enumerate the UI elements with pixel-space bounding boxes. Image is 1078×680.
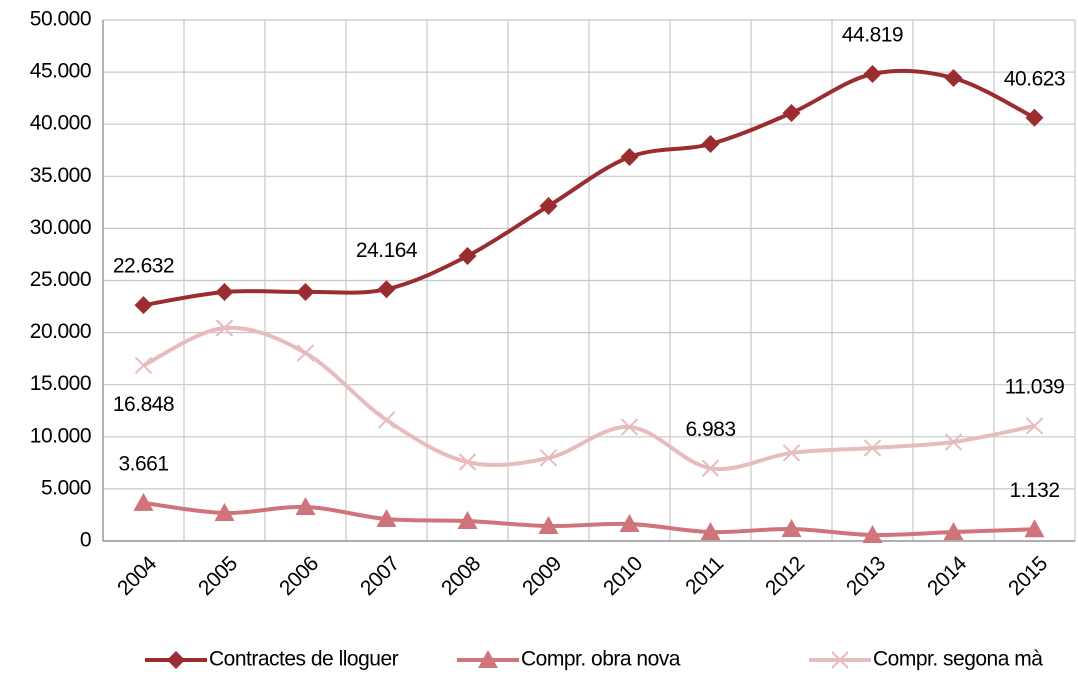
data-point <box>619 514 640 533</box>
data-point <box>862 524 883 543</box>
data-point <box>458 453 477 471</box>
data-label: 1.132 <box>1009 479 1059 502</box>
data-point <box>539 196 558 215</box>
data-point <box>134 356 153 375</box>
data-point <box>538 515 559 534</box>
x-tick-label: 2008 <box>437 552 485 600</box>
y-tick-label: 40.000 <box>30 112 91 135</box>
data-point <box>620 148 639 167</box>
legend-label: Compr. obra nova <box>521 648 681 671</box>
data-point <box>295 497 316 516</box>
data-point <box>620 418 639 436</box>
data-label: 16.848 <box>113 393 174 416</box>
legend-marker <box>167 651 185 669</box>
data-point <box>377 280 396 299</box>
data-point <box>377 411 396 429</box>
y-tick-label: 50.000 <box>30 8 91 31</box>
data-point <box>944 69 963 88</box>
x-tick-label: 2006 <box>275 552 323 600</box>
data-label: 6.983 <box>685 418 735 441</box>
data-label: 40.623 <box>1004 67 1065 90</box>
y-tick-label: 25.000 <box>30 268 91 291</box>
legend-marker <box>831 651 849 669</box>
legend-label: Compr. segona mà <box>873 648 1043 671</box>
data-point <box>215 319 234 337</box>
data-point <box>1024 519 1045 538</box>
y-tick-label: 15.000 <box>30 372 91 395</box>
data-point <box>458 247 477 266</box>
data-point <box>943 522 964 541</box>
y-tick-label: 45.000 <box>30 60 91 83</box>
data-point <box>1025 417 1044 435</box>
legend-label: Contractes de lloguer <box>209 648 399 671</box>
x-tick-label: 2013 <box>842 552 890 600</box>
data-point <box>457 510 478 529</box>
data-point <box>296 282 315 301</box>
data-point <box>701 459 720 477</box>
data-point <box>134 296 153 315</box>
data-point <box>701 134 720 153</box>
data-label: 44.819 <box>842 24 903 47</box>
data-point <box>782 103 801 122</box>
data-label: 3.661 <box>118 452 168 475</box>
data-point <box>214 502 235 521</box>
x-tick-label: 2009 <box>518 552 566 600</box>
data-point <box>863 64 882 83</box>
x-tick-label: 2010 <box>599 552 647 600</box>
data-label: 24.164 <box>356 239 418 262</box>
x-tick-label: 2005 <box>194 552 242 600</box>
series-line <box>142 325 1035 471</box>
y-tick-label: 10.000 <box>30 424 91 447</box>
data-point <box>296 344 315 362</box>
data-point <box>700 522 721 541</box>
y-tick-label: 5.000 <box>41 476 91 499</box>
data-point <box>944 433 963 451</box>
y-tick-label: 20.000 <box>30 320 91 343</box>
x-tick-label: 2004 <box>113 552 161 600</box>
data-label: 11.039 <box>1005 376 1065 399</box>
data-point <box>539 449 558 467</box>
x-tick-label: 2011 <box>681 552 728 599</box>
x-tick-label: 2015 <box>1004 552 1052 600</box>
data-point <box>781 519 802 538</box>
y-tick-label: 35.000 <box>30 164 91 187</box>
data-point <box>863 439 882 457</box>
x-tick-label: 2007 <box>356 552 404 600</box>
x-tick-label: 2012 <box>761 552 809 600</box>
y-tick-label: 0 <box>80 529 91 552</box>
data-point <box>782 444 801 462</box>
y-tick-label: 30.000 <box>30 216 91 239</box>
legend-marker <box>478 650 498 668</box>
series-line <box>143 500 1035 538</box>
data-point <box>376 509 397 528</box>
x-tick-label: 2014 <box>923 552 971 600</box>
data-label: 22.632 <box>113 255 174 278</box>
data-point <box>1025 108 1044 127</box>
data-point <box>133 492 154 511</box>
data-point <box>215 282 234 301</box>
